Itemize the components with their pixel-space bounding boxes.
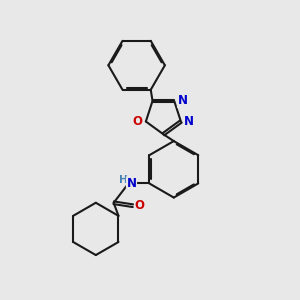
Text: N: N xyxy=(184,115,194,128)
Text: H: H xyxy=(119,175,128,184)
Text: O: O xyxy=(134,199,145,212)
Text: N: N xyxy=(127,177,136,190)
Text: N: N xyxy=(178,94,188,107)
Text: O: O xyxy=(133,115,142,128)
